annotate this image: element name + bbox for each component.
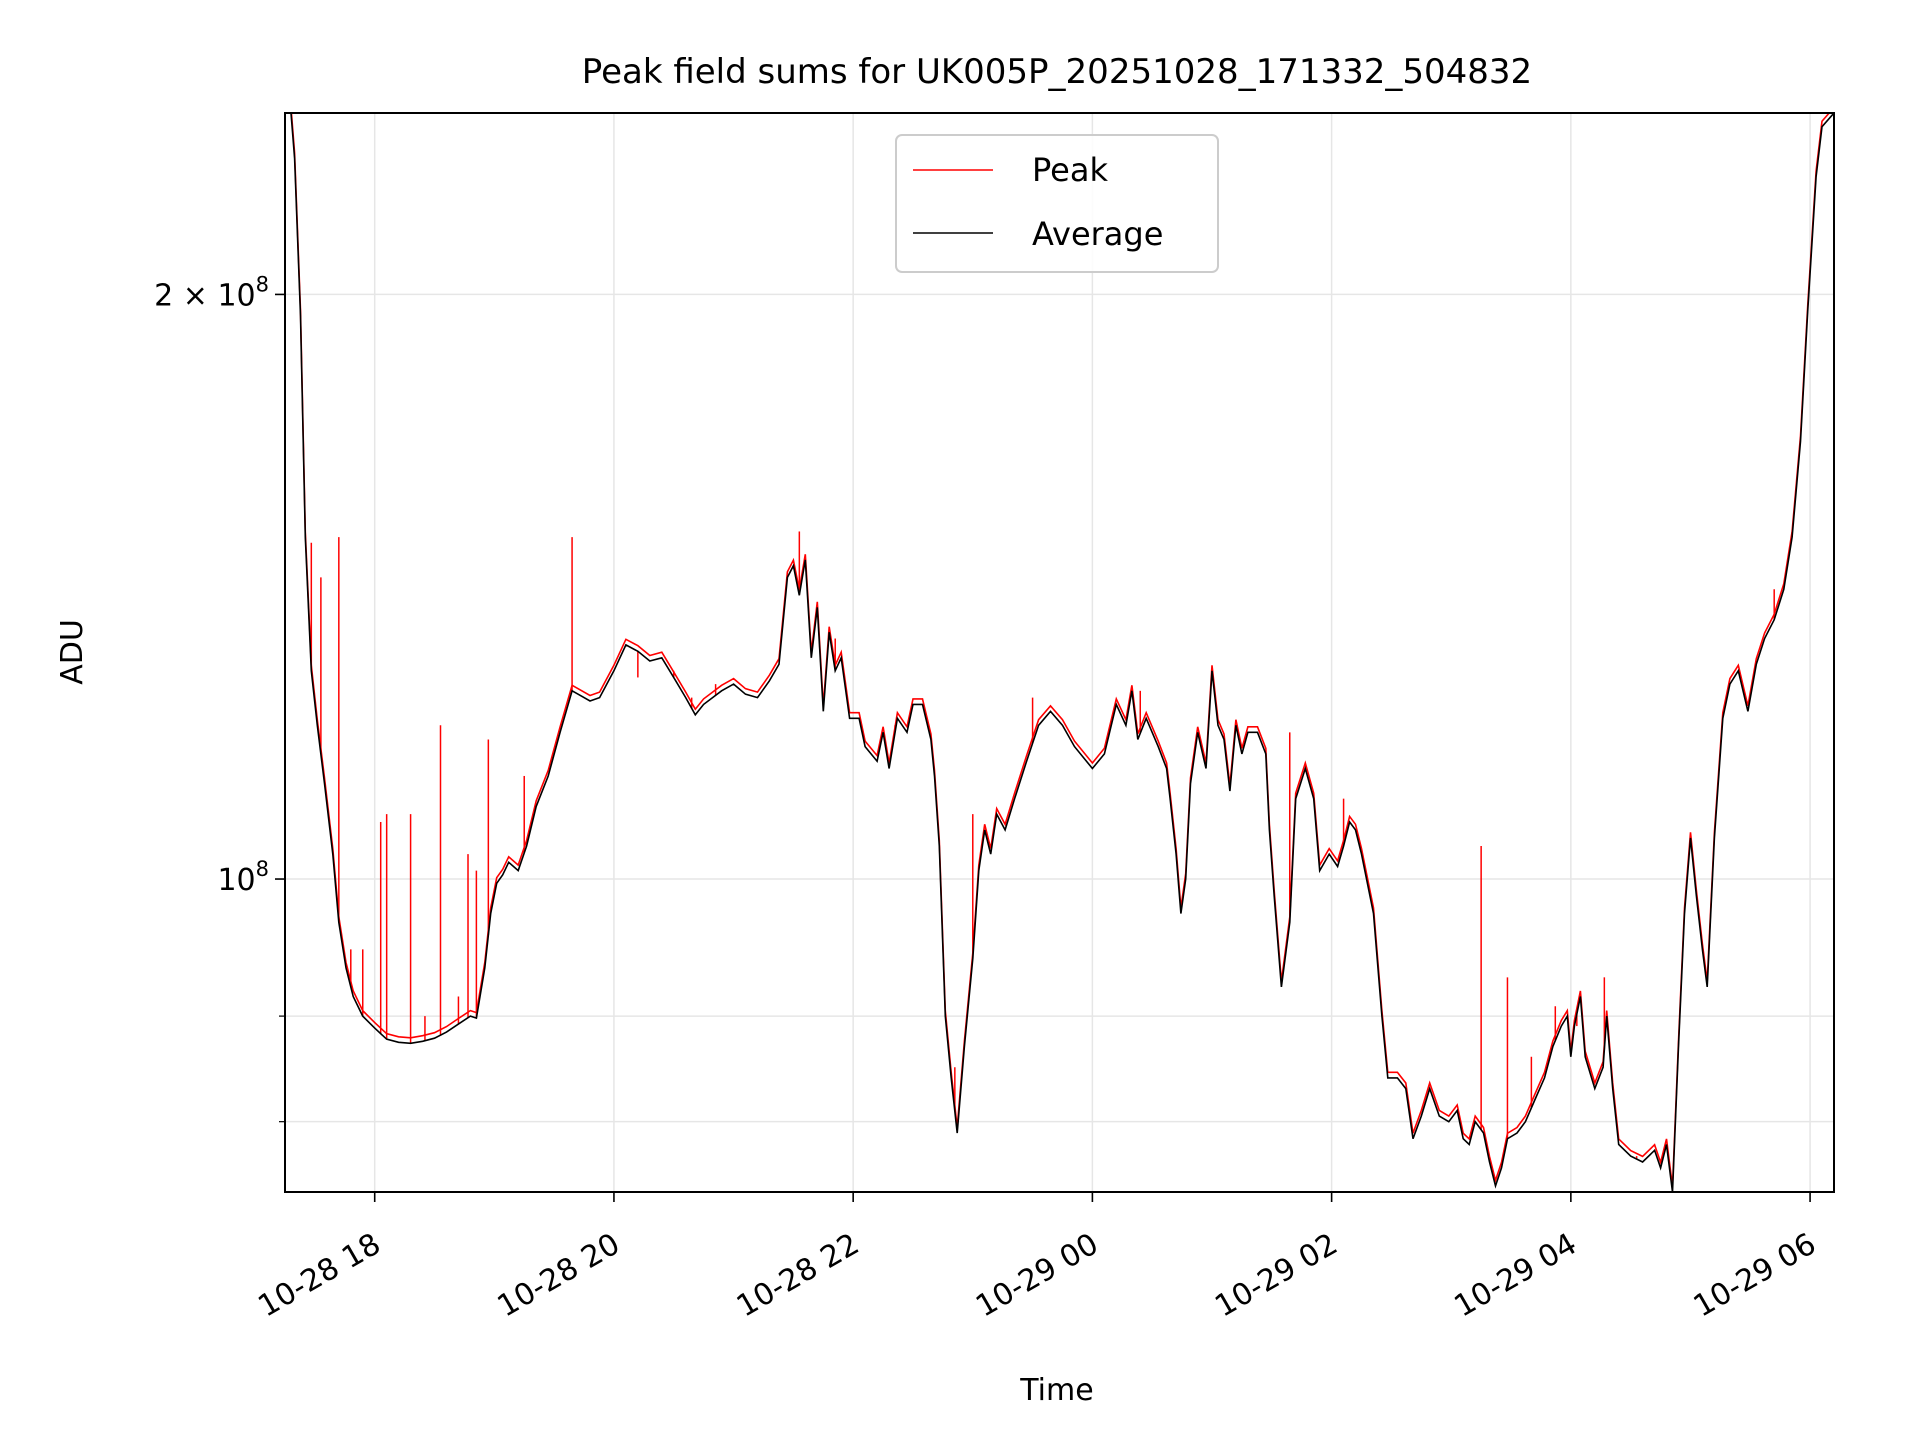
y-tick-base: 10 (217, 278, 255, 313)
y-tick-label: 2 × 108 (154, 272, 269, 313)
y-tick-coef: 2 × (154, 278, 217, 313)
chart-title: Peak field sums for UK005P_20251028_1713… (582, 52, 1532, 92)
legend-peak-label: Peak (1032, 151, 1108, 189)
y-axis-label: ADU (55, 619, 90, 685)
legend-average-label: Average (1032, 215, 1163, 253)
plot-frame (284, 112, 1835, 1193)
y-tick-exponent: 8 (256, 272, 269, 296)
grid (285, 113, 1834, 1192)
y-tick-label: 108 (217, 857, 269, 898)
legend: Peak Average (895, 134, 1219, 273)
peak-spikes (310, 531, 1793, 1160)
y-tick-exponent: 8 (256, 857, 269, 881)
y-tick-base: 10 (217, 863, 255, 898)
x-axis-label: Time (1019, 1373, 1093, 1408)
average-series-line (290, 113, 1834, 1192)
plot-area (290, 113, 1834, 1192)
